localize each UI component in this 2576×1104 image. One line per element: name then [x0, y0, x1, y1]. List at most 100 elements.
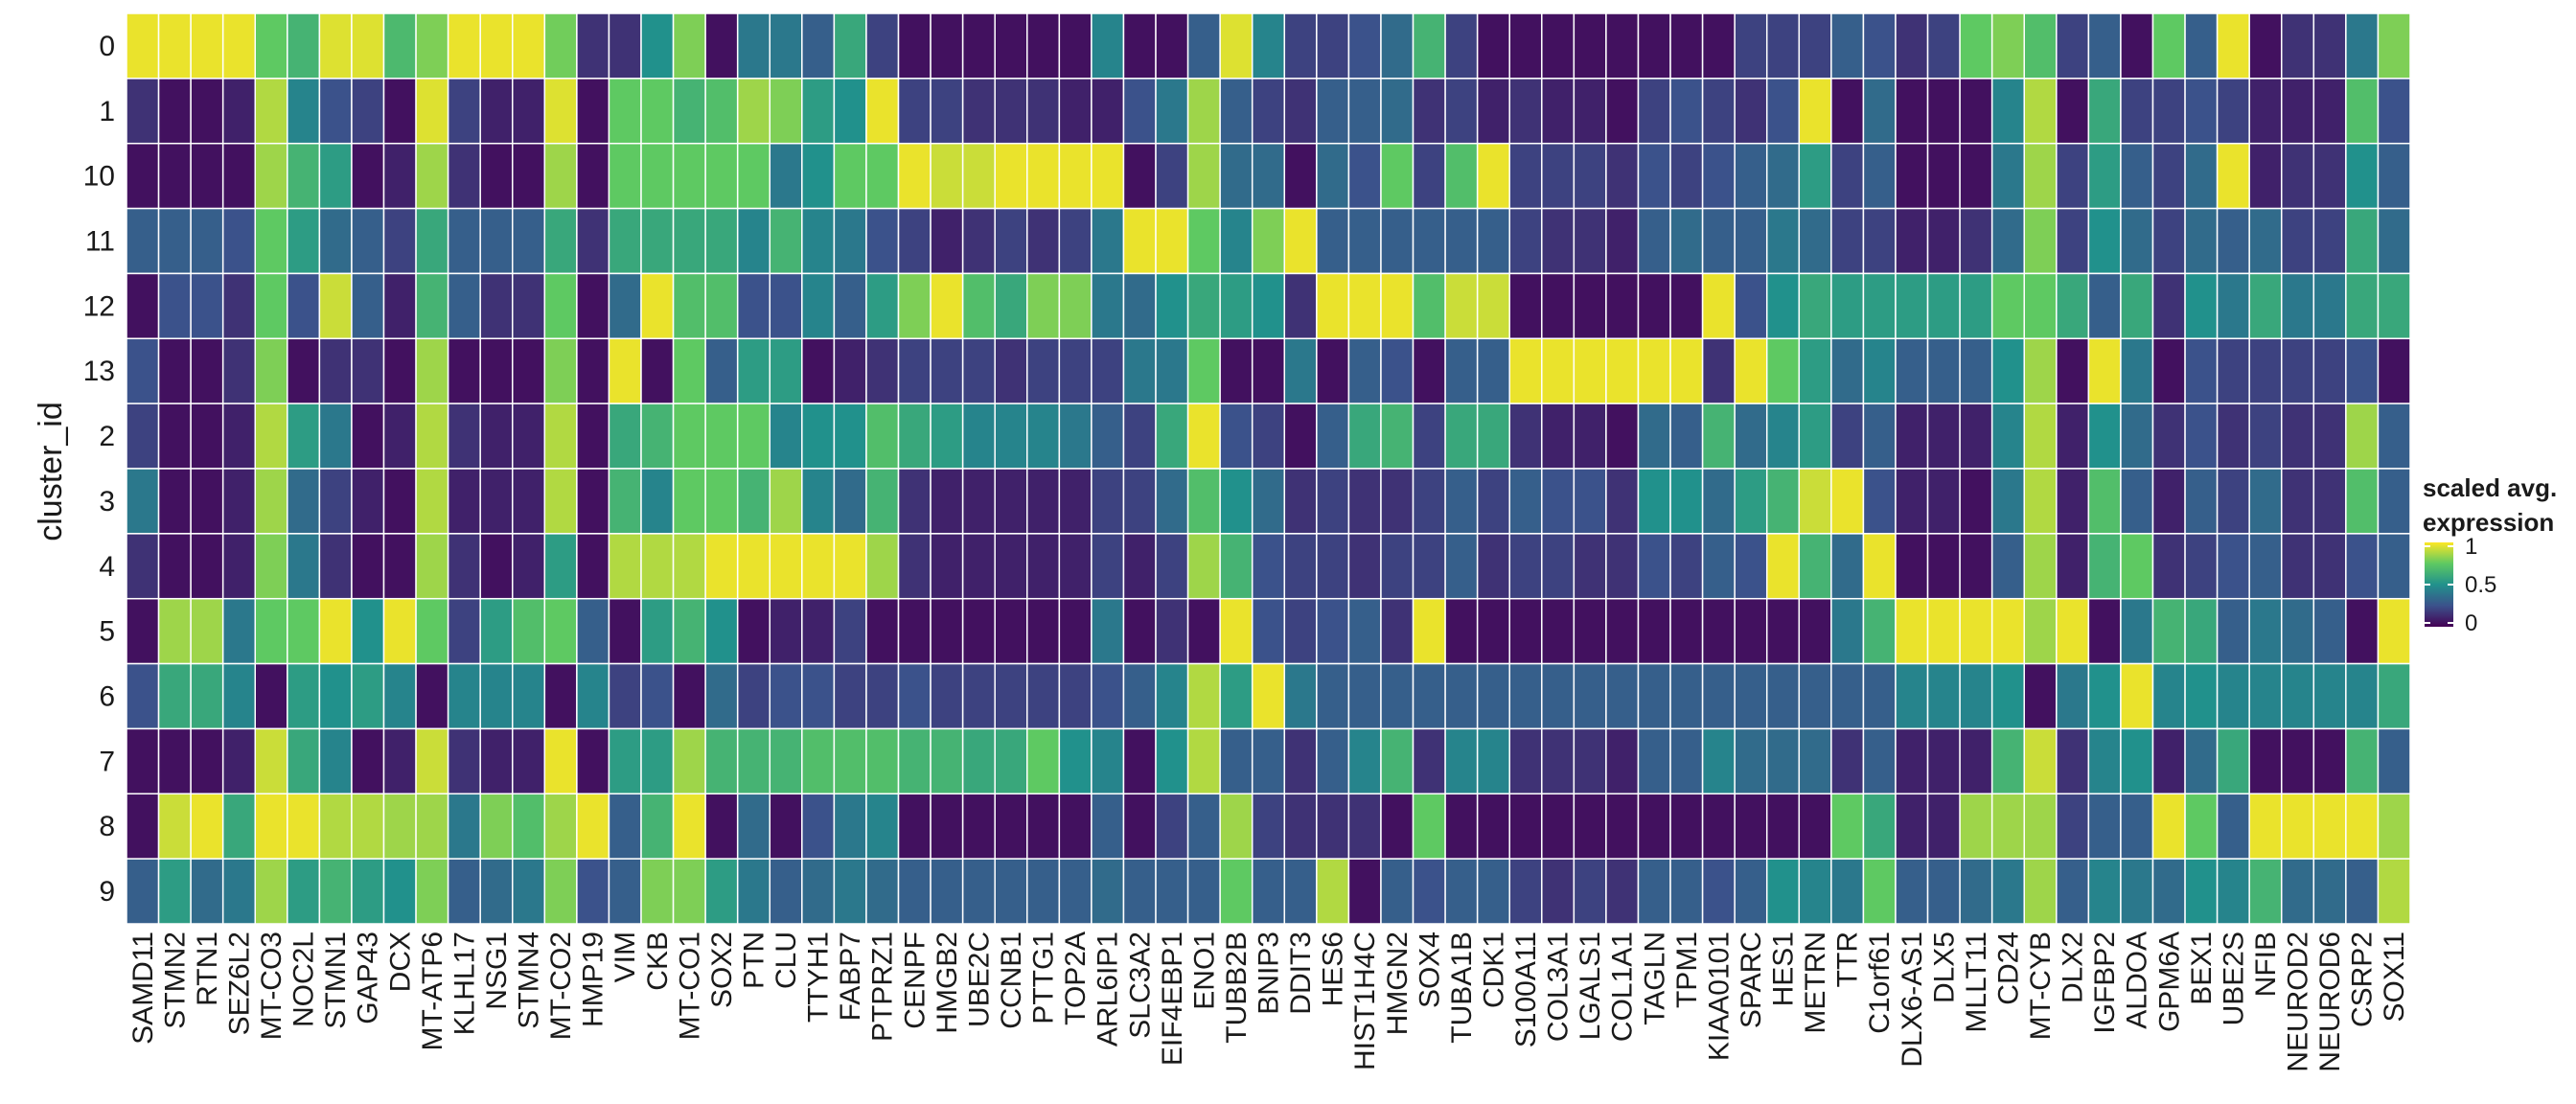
- heatmap-cell: [1637, 793, 1671, 860]
- heatmap-cell: [1122, 337, 1157, 404]
- heatmap-cell: [126, 468, 160, 535]
- heatmap-cell: [1830, 337, 1865, 404]
- cluster-tick-label: 8: [99, 811, 115, 842]
- heatmap-cell: [1058, 533, 1092, 600]
- heatmap-cell: [2377, 468, 2411, 535]
- heatmap-cell: [1219, 337, 1254, 404]
- heatmap-cell: [287, 662, 321, 730]
- heatmap-cell: [447, 78, 481, 145]
- heatmap-cell: [2377, 662, 2411, 730]
- heatmap-cell: [2312, 727, 2347, 795]
- heatmap-cell: [1862, 272, 1897, 340]
- gene-tick-label: CKB: [642, 932, 674, 991]
- heatmap-cell: [1798, 402, 1832, 470]
- heatmap-cell: [930, 78, 964, 145]
- heatmap-cell: [961, 468, 996, 535]
- heatmap-cell: [930, 402, 964, 470]
- heatmap-cell: [1637, 272, 1671, 340]
- heatmap-cell: [833, 858, 867, 925]
- heatmap-cell: [672, 337, 706, 404]
- heatmap-cell: [2248, 662, 2283, 730]
- heatmap-cell: [2281, 793, 2315, 860]
- heatmap-cell: [126, 402, 160, 470]
- heatmap-cell: [2345, 78, 2380, 145]
- heatmap-cell: [769, 78, 803, 145]
- heatmap-cell: [1637, 207, 1671, 275]
- heatmap-cell: [704, 402, 739, 470]
- heatmap-cell: [190, 272, 224, 340]
- heatmap-cell: [1412, 207, 1446, 275]
- heatmap-cell: [1219, 207, 1254, 275]
- heatmap-cell: [126, 858, 160, 925]
- heatmap-cell: [1765, 727, 1801, 795]
- heatmap-cell: [1508, 533, 1543, 600]
- heatmap-cell: [318, 78, 353, 145]
- heatmap-cell: [1541, 727, 1576, 795]
- heatmap-cell: [1990, 793, 2025, 860]
- heatmap-cell: [736, 12, 771, 80]
- heatmap-cell: [1476, 78, 1510, 145]
- heatmap-cell: [2120, 142, 2154, 210]
- heatmap-cell: [1605, 142, 1640, 210]
- gene-tick-label: DCX: [384, 932, 416, 992]
- heatmap-cell: [543, 468, 578, 535]
- heatmap-cell: [1380, 207, 1414, 275]
- heatmap-cell: [1476, 337, 1510, 404]
- heatmap-cell: [865, 727, 900, 795]
- heatmap-cell: [2151, 337, 2186, 404]
- heatmap-cell: [1251, 793, 1286, 860]
- heatmap-cell: [512, 142, 546, 210]
- gene-tick-label: TOP2A: [1060, 932, 1092, 1025]
- heatmap-cell: [1026, 533, 1061, 600]
- heatmap-cell: [479, 78, 514, 145]
- heatmap-cell: [897, 793, 932, 860]
- heatmap-cell: [736, 207, 771, 275]
- gene-tick-label: SAMD11: [127, 932, 159, 1045]
- heatmap-cell: [1283, 793, 1318, 860]
- heatmap-cell: [1541, 402, 1576, 470]
- heatmap-cell: [447, 402, 481, 470]
- heatmap-cell: [254, 142, 288, 210]
- heatmap-cell: [1219, 597, 1254, 665]
- heatmap-cell: [1990, 662, 2025, 730]
- heatmap-cell: [1122, 78, 1157, 145]
- heatmap-cell: [2120, 402, 2154, 470]
- heatmap-cell: [801, 272, 836, 340]
- gene-tick-label: SOX11: [2379, 932, 2410, 1023]
- heatmap-cell: [640, 207, 675, 275]
- heatmap-cell: [1573, 533, 1607, 600]
- heatmap-cell: [2056, 533, 2090, 600]
- heatmap-cell: [1701, 402, 1736, 470]
- heatmap-cell: [1026, 662, 1061, 730]
- gene-tick-label: MT-CO1: [674, 932, 705, 1040]
- heatmap-cell: [190, 468, 224, 535]
- heatmap-cell: [190, 727, 224, 795]
- heatmap-cell: [1091, 272, 1125, 340]
- heatmap-cell: [2056, 402, 2090, 470]
- heatmap-cell: [672, 727, 706, 795]
- heatmap-cell: [221, 402, 257, 470]
- heatmap-cell: [865, 207, 900, 275]
- heatmap-cell: [1058, 78, 1092, 145]
- heatmap-cell: [833, 793, 867, 860]
- heatmap-cell: [382, 142, 417, 210]
- heatmap-cell: [2377, 727, 2411, 795]
- heatmap-cell: [1862, 337, 1897, 404]
- heatmap-cell: [1508, 468, 1543, 535]
- gene-tick-label: HMGN2: [1382, 932, 1414, 1035]
- gene-tick-label: FABP7: [835, 932, 866, 1021]
- heatmap-cell: [543, 12, 578, 80]
- heatmap-cell: [640, 468, 675, 535]
- heatmap-cell: [287, 597, 321, 665]
- heatmap-cell: [1444, 793, 1479, 860]
- heatmap-cell: [157, 858, 192, 925]
- heatmap-cell: [1765, 142, 1801, 210]
- heatmap-cell: [447, 533, 481, 600]
- heatmap-cell: [1026, 597, 1061, 665]
- heatmap-cell: [1637, 402, 1671, 470]
- gene-tick-label: SOX4: [1414, 932, 1445, 1008]
- heatmap-cell: [287, 12, 321, 80]
- heatmap-cell: [1476, 533, 1510, 600]
- heatmap-cell: [769, 727, 803, 795]
- heatmap-cell: [769, 207, 803, 275]
